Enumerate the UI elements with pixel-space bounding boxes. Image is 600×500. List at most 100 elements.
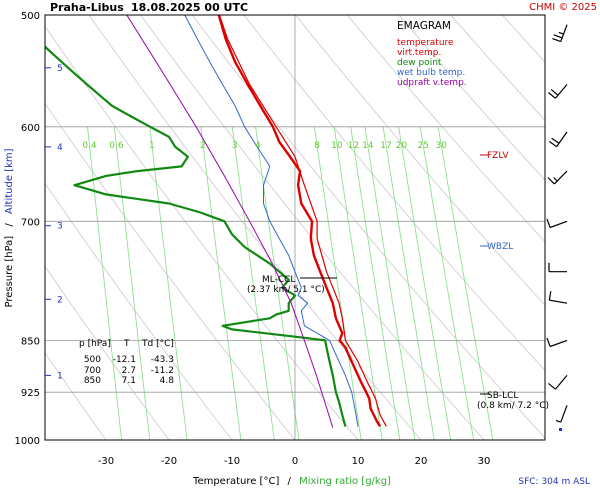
profile-series [45, 15, 387, 428]
altitude-tick-label: 4 [57, 143, 63, 153]
legend-item-dew-point: dew point [397, 58, 442, 68]
wind-barb-flag [552, 38, 562, 43]
wind-barb-staff [549, 339, 568, 348]
temperature-tick-label: 0 [292, 456, 298, 467]
mixing-ratio-label: 14 [362, 141, 374, 151]
mixing-ratio-line [113, 126, 151, 440]
temperature-tick-label: 30 [478, 456, 491, 467]
dry-adiabat-line [243, 15, 545, 372]
mixing-ratio-line [382, 126, 435, 440]
mixing-ratio-label: 4 [255, 141, 261, 151]
dry-adiabat-line [88, 15, 422, 440]
mixing-ratio-label: 8 [314, 141, 320, 151]
mixing-ratio-line [255, 126, 300, 440]
mixing-ratio-line [419, 126, 475, 440]
legend-item-temperature: temperature [397, 38, 454, 48]
mixing-ratio-label: 0.6 [109, 141, 124, 151]
wind-barb-half-flag [553, 177, 558, 182]
x-axis-title-temperature: Temperature [°C] [192, 476, 279, 487]
mixing-ratio-label: 3 [232, 141, 238, 151]
table-header-t: T [123, 339, 130, 349]
ml-ccl-label: ML-CCL [262, 275, 295, 285]
pressure-tick-label: 1000 [15, 436, 40, 447]
wind-barb-staff [554, 84, 568, 99]
mixing-ratio-label: 2 [200, 141, 206, 151]
surface-wind-marker [559, 428, 562, 431]
legend: EMAGRAM temperature virt.temp. dew point… [397, 20, 467, 88]
wind-barb-flag [553, 34, 563, 39]
table-header-td: Td [°C] [141, 339, 174, 349]
mixing-ratio-label: 0.4 [82, 141, 97, 151]
fzlv-label: FZLV [487, 151, 509, 161]
ml-ccl-values: (2.37 km/ 5.1 °C) [247, 285, 325, 295]
mixing-ratio-label: 10 [331, 141, 343, 151]
wind-barb-flag [548, 92, 556, 99]
dry-adiabat-line [295, 15, 545, 306]
y-axis-title: Pressure [hPa] / Altitude [km] [4, 148, 15, 307]
wind-barb-flag [550, 88, 559, 96]
mixing-ratio-line [364, 126, 416, 440]
wind-barb-staff [549, 299, 568, 304]
y-axis-title-pressure: Pressure [hPa] [4, 236, 15, 308]
sb-lcl-values: (0.8 km/ 7.2 °C) [477, 401, 549, 411]
wind-barb-staff [556, 131, 568, 147]
dry-adiabat-line [346, 15, 545, 243]
wind-barb-flag [546, 218, 551, 228]
table-cell: 500 [84, 355, 101, 365]
wind-barb-flag [547, 177, 555, 185]
wind-barb-staff [549, 220, 568, 229]
y-axis-title-separator: / [4, 223, 15, 227]
svg-text:Pressure [hPa] / A: Pressure [hPa] / Altitude [km] [4, 148, 15, 307]
table-cell: -43.3 [151, 355, 174, 365]
summary-table: p [hPa] T Td [°C] 500 -12.1 -43.3 700 2.… [79, 339, 174, 386]
mixing-ratio-line [350, 126, 401, 440]
pressure-tick-label: 925 [21, 388, 40, 399]
mixing-ratio-label: 12 [348, 141, 359, 151]
x-axis-title-mixing: Mixing ratio [g/kg] [299, 476, 391, 487]
mixing-ratio-label: 17 [380, 141, 391, 151]
mixing-ratio-line [398, 126, 452, 440]
table-header-p: p [hPa] [79, 339, 111, 349]
wind-barb-staff [554, 375, 568, 390]
table-cell: -11.2 [151, 366, 174, 376]
table-cell: 7.1 [122, 376, 136, 386]
mixing-ratio-line [149, 126, 188, 440]
wind-barb-half-flag [558, 31, 564, 35]
mixing-ratio-label: 20 [396, 141, 408, 151]
plot-frame [44, 14, 546, 441]
temperature-line [217, 15, 382, 428]
dry-adiabat-line [450, 15, 545, 122]
mixing-ratio-line [313, 126, 362, 440]
mixing-ratio-line [200, 126, 242, 440]
sb-lcl-label: SB-LCL [487, 391, 518, 401]
mixing-ratio-label: 25 [417, 141, 428, 151]
legend-item-wet-bulb: wet bulb temp. [397, 68, 465, 78]
dry-adiabat-line [45, 265, 170, 440]
pressure-tick-label: 700 [21, 217, 40, 228]
altitude-tick-label: 5 [57, 64, 63, 74]
table-cell: 4.8 [160, 376, 175, 386]
dry-adiabat-line [45, 25, 359, 440]
dry-adiabat-line [398, 15, 545, 181]
dry-adiabat-line [45, 182, 233, 440]
wind-barb-flag [546, 337, 551, 347]
wind-barb-half-flag [555, 419, 562, 423]
table-cell: 2.7 [122, 366, 136, 376]
annotations: ML-CCL (2.37 km/ 5.1 °C) SB-LCL (0.8 km/… [247, 151, 549, 411]
wind-barb-flag [548, 382, 556, 390]
temperature-tick-label: -20 [161, 456, 177, 467]
table-cell: -12.1 [113, 355, 136, 365]
pressure-tick-label: 850 [21, 336, 40, 347]
altitude-tick-label: 3 [57, 222, 63, 232]
wind-barb-staff [560, 24, 568, 42]
wet-bulb-line [184, 15, 359, 427]
pressure-tick-label: 500 [21, 11, 40, 22]
altitude-tick-labels: 1 2 3 4 5 [45, 64, 63, 381]
legend-item-updraft: udpraft v.temp. [397, 78, 467, 88]
altitude-tick-label: 1 [57, 371, 63, 381]
dry-adiabat-line [45, 102, 296, 440]
table-cell: 850 [84, 376, 101, 386]
mixing-ratio-label: 30 [435, 141, 447, 151]
dry-adiabat-line [45, 351, 107, 440]
